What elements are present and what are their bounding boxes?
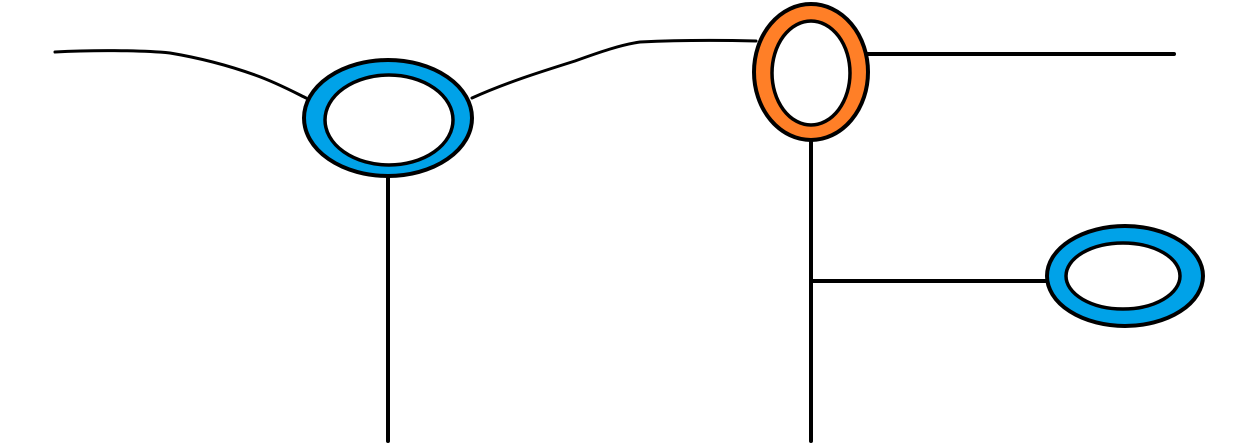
ring-top-orange bbox=[752, 2, 870, 142]
middle-curved-line bbox=[470, 38, 758, 100]
ring-left-blue bbox=[302, 58, 474, 178]
left-curved-line bbox=[53, 49, 308, 100]
ring-right-blue bbox=[1045, 224, 1205, 328]
